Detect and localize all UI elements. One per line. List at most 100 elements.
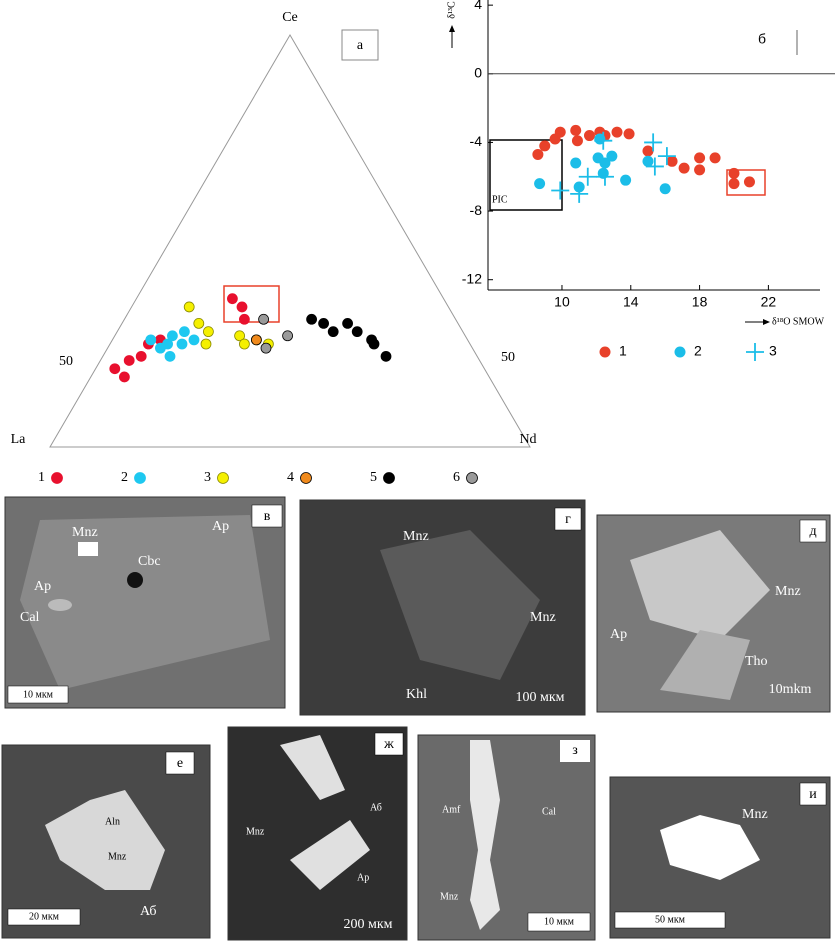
grain — [660, 630, 750, 700]
scale-box — [7, 908, 81, 926]
box-label: PIC — [492, 194, 508, 205]
micrograph — [417, 734, 596, 941]
data-point — [694, 152, 706, 164]
legend-marker — [674, 346, 686, 358]
mineral-label: Mnz — [108, 851, 127, 862]
legend-label: 1 — [38, 470, 45, 485]
data-point — [164, 350, 176, 362]
data-point — [318, 317, 330, 329]
mineral-label: Amf — [442, 804, 461, 815]
scale-label: 200 мкм — [343, 917, 392, 932]
data-point — [327, 326, 339, 338]
data-point — [200, 338, 212, 350]
legend-label: 5 — [370, 470, 377, 485]
panel-letter: и — [809, 787, 817, 802]
data-point — [599, 157, 611, 169]
legend-marker — [746, 343, 764, 361]
corner-label: Ce — [282, 10, 298, 25]
data-point — [166, 330, 178, 342]
data-point — [659, 183, 671, 195]
legend-label: 6 — [453, 470, 460, 485]
grain — [127, 572, 143, 588]
data-point — [554, 126, 566, 138]
grain — [20, 515, 270, 690]
data-point — [642, 145, 654, 157]
panel-letter: д — [809, 524, 816, 539]
panel-letter: в — [264, 509, 271, 524]
image-panel: з Amf Cal Mnz 10 мкм — [417, 734, 596, 941]
image-panel: д Mnz Ap Tho 10mkm — [596, 514, 831, 713]
scale-label: 10 мкм — [544, 916, 575, 927]
x-tick-label: 18 — [692, 294, 708, 310]
mineral-label: Khl — [406, 687, 427, 702]
scale-label: 50 мкм — [655, 914, 686, 925]
data-point — [583, 130, 595, 142]
data-point — [728, 167, 740, 179]
panel-letter-box — [374, 732, 404, 756]
data-point — [306, 313, 318, 325]
mineral-label: Aln — [105, 816, 120, 827]
data-point — [145, 334, 157, 346]
scale-box — [7, 685, 69, 704]
y-tick-label: -12 — [462, 270, 482, 286]
data-point — [728, 178, 740, 190]
panel-letter-box — [799, 782, 827, 806]
data-point — [178, 326, 190, 338]
highlight-box — [726, 169, 766, 196]
mineral-label: Mnz — [440, 891, 459, 902]
y-tick-label: 0 — [474, 64, 482, 80]
panel-letter: е — [177, 756, 183, 771]
data-point — [571, 135, 583, 147]
panel-letter-box — [165, 751, 195, 775]
data-point — [570, 184, 589, 203]
grain — [380, 530, 540, 680]
data-point — [606, 150, 618, 162]
data-point — [594, 131, 613, 150]
y-tick-label: 4 — [474, 0, 482, 12]
data-point — [551, 181, 570, 200]
panel-letter-box — [341, 29, 379, 61]
panel-letter: а — [357, 38, 364, 53]
grain — [48, 599, 72, 611]
data-point — [570, 124, 582, 136]
data-point — [176, 338, 188, 350]
side-label: 50 — [59, 354, 73, 369]
panel-letter-box — [799, 519, 827, 543]
data-point — [666, 155, 678, 167]
image-panel: е Aln Mnz Аб 20 мкм — [1, 744, 211, 939]
mineral-label: Mnz — [72, 525, 98, 540]
data-point — [234, 330, 246, 342]
panel-letter: б — [758, 31, 766, 47]
data-point — [351, 326, 363, 338]
mineral-label: Mnz — [742, 807, 768, 822]
mineral-label: Cal — [542, 806, 556, 817]
side-label: 50 — [501, 350, 515, 365]
data-point — [123, 355, 135, 366]
data-point — [657, 147, 676, 166]
legend-label: 2 — [121, 470, 128, 485]
mineral-label: Mnz — [246, 826, 265, 837]
data-point — [342, 317, 354, 329]
data-point — [135, 350, 147, 362]
data-point — [119, 371, 130, 383]
ternary-triangle — [49, 34, 531, 448]
scale-label: 100 мкм — [515, 690, 564, 705]
data-point — [743, 176, 755, 188]
y-tick-label: -8 — [470, 202, 483, 218]
data-point — [154, 342, 166, 354]
legend-marker — [134, 472, 146, 484]
panel-letter-box — [554, 507, 582, 531]
data-point — [623, 128, 635, 140]
corner-label: Nd — [519, 432, 536, 447]
x-tick-label: 10 — [554, 294, 570, 310]
pic-box — [489, 139, 563, 211]
data-point — [238, 338, 250, 350]
data-point — [226, 293, 238, 305]
grain — [290, 820, 370, 890]
mineral-label: Ap — [610, 627, 627, 642]
data-point — [188, 334, 200, 346]
data-point — [570, 157, 582, 169]
legend-label: 3 — [204, 470, 211, 485]
legend-marker — [466, 472, 478, 484]
legend-marker — [51, 472, 63, 484]
